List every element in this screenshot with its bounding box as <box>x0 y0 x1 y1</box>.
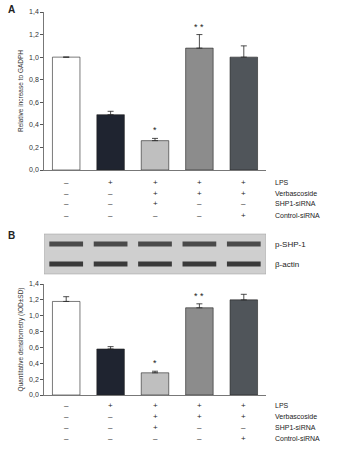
svg-text:+: + <box>241 178 246 187</box>
svg-text:+: + <box>241 412 246 421</box>
svg-text:–: – <box>153 434 158 443</box>
svg-text:* *: * * <box>194 291 204 301</box>
svg-text:–: – <box>64 199 69 208</box>
svg-text:LPS: LPS <box>275 179 289 186</box>
svg-text:–: – <box>64 423 69 432</box>
svg-text:+: + <box>108 401 113 410</box>
svg-text:1,4: 1,4 <box>29 280 39 287</box>
svg-text:+: + <box>197 412 202 421</box>
svg-text:+: + <box>153 189 158 198</box>
svg-text:1,0: 1,0 <box>29 312 39 319</box>
svg-text:–: – <box>197 199 202 208</box>
svg-text:*: * <box>153 125 157 135</box>
svg-text:–: – <box>108 199 113 208</box>
svg-text:β-actin: β-actin <box>275 260 299 269</box>
svg-text:–: – <box>197 434 202 443</box>
svg-text:–: – <box>64 434 69 443</box>
svg-text:0,8: 0,8 <box>29 328 39 335</box>
svg-text:Verbascoside: Verbascoside <box>275 413 317 420</box>
svg-text:–: – <box>197 423 202 432</box>
svg-text:Control-siRNA: Control-siRNA <box>275 212 320 219</box>
svg-text:Verbascoside: Verbascoside <box>275 190 317 197</box>
svg-text:+: + <box>153 199 158 208</box>
svg-text:–: – <box>241 199 246 208</box>
svg-text:1,2: 1,2 <box>29 296 39 303</box>
svg-text:0,2: 0,2 <box>29 144 39 151</box>
svg-text:B: B <box>8 230 15 241</box>
svg-text:+: + <box>153 401 158 410</box>
svg-text:+: + <box>153 412 158 421</box>
svg-text:+: + <box>241 189 246 198</box>
svg-text:–: – <box>108 211 113 220</box>
svg-text:0,4: 0,4 <box>29 121 39 128</box>
svg-text:–: – <box>153 211 158 220</box>
svg-text:A: A <box>8 4 15 15</box>
svg-text:* *: * * <box>194 22 204 32</box>
svg-text:*: * <box>153 358 157 368</box>
svg-text:1,2: 1,2 <box>29 31 39 38</box>
svg-text:+: + <box>197 401 202 410</box>
svg-text:Control-siRNA: Control-siRNA <box>275 435 320 442</box>
svg-text:–: – <box>64 211 69 220</box>
svg-text:1,4: 1,4 <box>29 8 39 15</box>
svg-text:+: + <box>241 434 246 443</box>
svg-text:0,0: 0,0 <box>29 391 39 398</box>
svg-text:SHP1-siRNA: SHP1-siRNA <box>275 424 316 431</box>
svg-text:+: + <box>108 178 113 187</box>
svg-text:–: – <box>64 178 69 187</box>
svg-text:+: + <box>197 178 202 187</box>
svg-text:Quantitative densitometry (IOD: Quantitative densitometry (IOD±SD) <box>17 288 25 392</box>
svg-text:+: + <box>153 423 158 432</box>
svg-text:p-SHP-1: p-SHP-1 <box>275 240 306 249</box>
svg-text:0,4: 0,4 <box>29 360 39 367</box>
svg-text:–: – <box>241 423 246 432</box>
svg-text:–: – <box>108 189 113 198</box>
svg-text:0,6: 0,6 <box>29 99 39 106</box>
svg-text:+: + <box>241 401 246 410</box>
svg-text:–: – <box>64 189 69 198</box>
svg-text:Relative increase to GADPH: Relative increase to GADPH <box>17 50 24 132</box>
svg-text:–: – <box>64 412 69 421</box>
svg-text:+: + <box>153 178 158 187</box>
svg-text:+: + <box>241 211 246 220</box>
svg-text:+: + <box>197 189 202 198</box>
svg-text:–: – <box>108 434 113 443</box>
svg-text:0,0: 0,0 <box>29 166 39 173</box>
svg-text:–: – <box>64 401 69 410</box>
svg-text:LPS: LPS <box>275 402 289 409</box>
svg-text:0,6: 0,6 <box>29 344 39 351</box>
svg-text:0,8: 0,8 <box>29 76 39 83</box>
svg-text:SHP1-siRNA: SHP1-siRNA <box>275 200 316 207</box>
svg-text:0,2: 0,2 <box>29 376 39 383</box>
svg-text:1,0: 1,0 <box>29 54 39 61</box>
svg-text:–: – <box>108 412 113 421</box>
svg-text:–: – <box>108 423 113 432</box>
svg-text:–: – <box>197 211 202 220</box>
